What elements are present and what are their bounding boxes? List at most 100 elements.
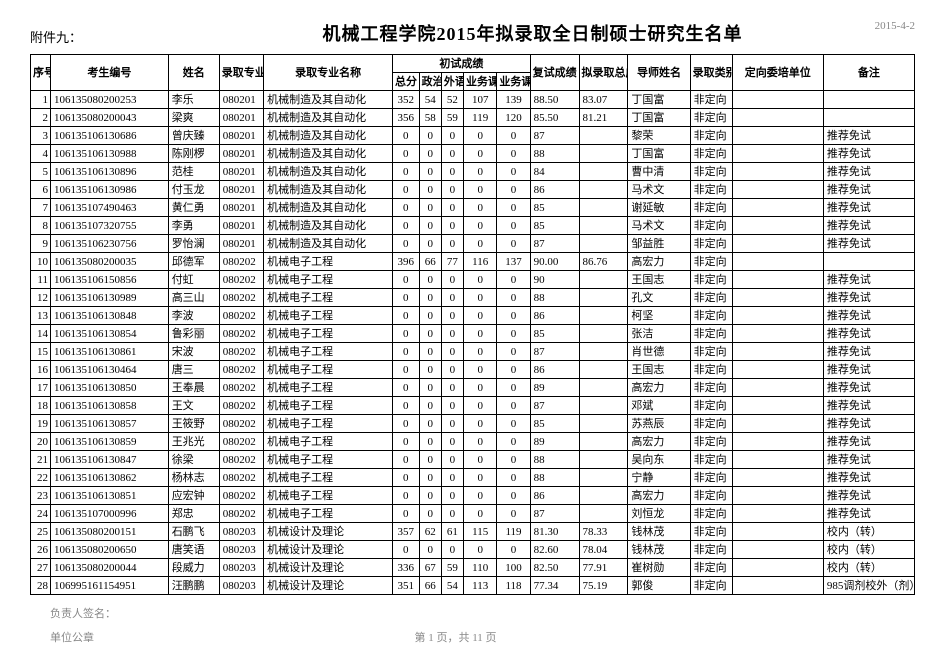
- cell: 84: [530, 163, 579, 181]
- cell: [732, 397, 823, 415]
- cell: [579, 343, 628, 361]
- cell: 080202: [219, 415, 263, 433]
- cell: 0: [464, 235, 497, 253]
- cell: 0: [441, 199, 463, 217]
- cell: [579, 415, 628, 433]
- cell: 106135106130847: [50, 451, 168, 469]
- page-title: 机械工程学院2015年拟录取全日制硕士研究生名单: [150, 20, 915, 46]
- cell: 336: [392, 559, 419, 577]
- cell: [732, 181, 823, 199]
- cell: [732, 91, 823, 109]
- col-assign-unit: 定向委培单位: [732, 55, 823, 91]
- col-final: 拟录取总成绩: [579, 55, 628, 91]
- cell: 张洁: [628, 325, 690, 343]
- cell: [732, 109, 823, 127]
- cell: 62: [419, 523, 441, 541]
- cell: 52: [441, 91, 463, 109]
- cell: 吴向东: [628, 451, 690, 469]
- cell: 校内（转）: [823, 559, 914, 577]
- cell: 0: [497, 415, 530, 433]
- cell: 推荐免试: [823, 145, 914, 163]
- cell: 推荐免试: [823, 307, 914, 325]
- cell: 0: [497, 451, 530, 469]
- cell: 机械电子工程: [264, 253, 393, 271]
- cell: 66: [419, 577, 441, 595]
- cell: 2: [31, 109, 51, 127]
- cell: 080201: [219, 163, 263, 181]
- col-retest: 复试成绩: [530, 55, 579, 91]
- cell: [732, 415, 823, 433]
- cell: 0: [464, 307, 497, 325]
- cell: 90: [530, 271, 579, 289]
- table-row: 26106135080200650唐笑语080203机械设计及理论0000082…: [31, 541, 915, 559]
- cell: 106135080200043: [50, 109, 168, 127]
- cell: [579, 397, 628, 415]
- cell: 110: [464, 559, 497, 577]
- cell: 0: [392, 361, 419, 379]
- cell: 25: [31, 523, 51, 541]
- cell: 郑忠: [168, 505, 219, 523]
- table-row: 21106135106130847徐梁080202机械电子工程0000088吴向…: [31, 451, 915, 469]
- cell: 0: [464, 163, 497, 181]
- cell: 陈刚椤: [168, 145, 219, 163]
- cell: 4: [31, 145, 51, 163]
- col-foreign: 外语: [441, 73, 463, 91]
- cell: 080202: [219, 451, 263, 469]
- cell: 080202: [219, 343, 263, 361]
- cell: 丁国富: [628, 145, 690, 163]
- cell: 汪鹏鹏: [168, 577, 219, 595]
- cell: [732, 163, 823, 181]
- cell: 0: [419, 271, 441, 289]
- table-row: 18106135106130858王文080202机械电子工程0000087邓斌…: [31, 397, 915, 415]
- cell: 非定向: [690, 433, 732, 451]
- cell: 080202: [219, 397, 263, 415]
- cell: 钱林茂: [628, 523, 690, 541]
- cell: 0: [441, 127, 463, 145]
- cell: 徐梁: [168, 451, 219, 469]
- cell: 0: [392, 541, 419, 559]
- cell: 宁静: [628, 469, 690, 487]
- cell: [579, 127, 628, 145]
- cell: 080203: [219, 523, 263, 541]
- cell: 推荐免试: [823, 271, 914, 289]
- cell: 谢延敏: [628, 199, 690, 217]
- cell: 0: [441, 235, 463, 253]
- cell: 机械制造及其自动化: [264, 145, 393, 163]
- cell: 邓斌: [628, 397, 690, 415]
- table-row: 28106995161154951汪鹏鹏080203机械设计及理论3516654…: [31, 577, 915, 595]
- cell: 王文: [168, 397, 219, 415]
- cell: 0: [441, 145, 463, 163]
- cell: 机械电子工程: [264, 343, 393, 361]
- cell: 机械制造及其自动化: [264, 199, 393, 217]
- cell: 16: [31, 361, 51, 379]
- cell: 0: [464, 271, 497, 289]
- cell: 106135106130988: [50, 145, 168, 163]
- cell: 非定向: [690, 91, 732, 109]
- cell: 106135107490463: [50, 199, 168, 217]
- cell: 0: [419, 397, 441, 415]
- cell: 0: [464, 361, 497, 379]
- cell: 非定向: [690, 343, 732, 361]
- col-sub2: 业务课二: [497, 73, 530, 91]
- cell: 106135106130686: [50, 127, 168, 145]
- cell: 24: [31, 505, 51, 523]
- cell: 机械制造及其自动化: [264, 217, 393, 235]
- table-row: 13106135106130848李波080202机械电子工程0000086柯坚…: [31, 307, 915, 325]
- table-row: 27106135080200044段威力080203机械设计及理论3366759…: [31, 559, 915, 577]
- table-row: 22106135106130862杨林志080202机械电子工程0000088宁…: [31, 469, 915, 487]
- cell: 非定向: [690, 127, 732, 145]
- cell: 高宏力: [628, 379, 690, 397]
- col-name: 姓名: [168, 55, 219, 91]
- cell: [579, 505, 628, 523]
- cell: [732, 361, 823, 379]
- cell: [579, 325, 628, 343]
- cell: 机械电子工程: [264, 325, 393, 343]
- cell: 丁国富: [628, 91, 690, 109]
- cell: [732, 307, 823, 325]
- table-row: 10106135080200035邱德军080202机械电子工程39666771…: [31, 253, 915, 271]
- cell: 0: [419, 307, 441, 325]
- cell: 0: [392, 469, 419, 487]
- cell: 机械电子工程: [264, 433, 393, 451]
- cell: 0: [464, 217, 497, 235]
- cell: 机械电子工程: [264, 271, 393, 289]
